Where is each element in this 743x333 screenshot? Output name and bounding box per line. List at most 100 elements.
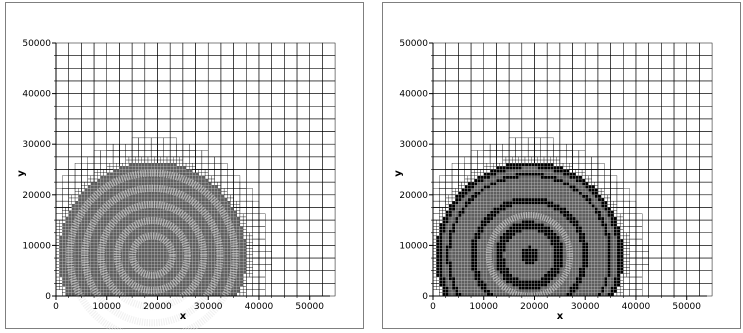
- coarse-cell: [432, 55, 446, 69]
- coarse-cell: [661, 156, 675, 170]
- fine-cell: [223, 232, 228, 237]
- fine-cell: [496, 267, 500, 271]
- fine-cell: [470, 273, 475, 278]
- fine-cell: [147, 257, 152, 262]
- fine-cell: [489, 210, 494, 214]
- fine-cell: [480, 283, 484, 287]
- fine-cell: [461, 264, 465, 268]
- fine-cell: [122, 204, 126, 208]
- fine-cell: [521, 254, 526, 259]
- fine-cell: [534, 172, 538, 176]
- fine-cell: [489, 197, 494, 202]
- fine-cell: [547, 185, 551, 189]
- coarse-cell: [686, 232, 700, 246]
- coarse-cell: [661, 257, 675, 271]
- fine-cell: [451, 280, 456, 284]
- fine-cell: [141, 194, 145, 199]
- coarse-cell: [686, 118, 700, 132]
- fine-cell: [521, 257, 526, 262]
- coarse-cell: [220, 55, 234, 69]
- fine-cell: [445, 210, 449, 214]
- medium-cell: [227, 181, 234, 189]
- fine-cell: [534, 248, 538, 252]
- fine-cell: [528, 276, 532, 281]
- fine-cell: [173, 267, 177, 271]
- fine-cell: [97, 226, 101, 230]
- coarse-cell: [246, 55, 260, 69]
- coarse-cell: [546, 80, 561, 94]
- fine-cell: [550, 245, 554, 249]
- fine-cell: [445, 223, 449, 227]
- fine-cell: [537, 197, 541, 202]
- fine-cell: [112, 204, 117, 208]
- fine-cell: [531, 280, 535, 284]
- fine-cell: [214, 210, 218, 214]
- fine-cell: [131, 235, 136, 240]
- fine-cell: [230, 207, 234, 211]
- fine-cell: [515, 235, 519, 240]
- fine-cell: [543, 261, 548, 265]
- fine-cell: [528, 235, 532, 240]
- fine-cell: [474, 197, 478, 202]
- fine-cell: [116, 283, 120, 287]
- fine-cell: [486, 172, 491, 176]
- fine-cell: [201, 175, 206, 180]
- fine-cell: [470, 286, 475, 290]
- coarse-cell: [559, 68, 573, 82]
- fine-cell: [223, 238, 228, 243]
- coarse-cell: [597, 68, 611, 82]
- coarse-cell: [635, 181, 649, 196]
- fine-cell: [464, 251, 469, 256]
- fine-cell: [483, 289, 488, 293]
- coarse-cell: [597, 55, 611, 69]
- coarse-cell: [322, 42, 336, 56]
- fine-cell: [59, 264, 63, 268]
- fine-cell: [436, 257, 440, 262]
- fine-cell: [208, 238, 212, 243]
- fine-cell: [521, 270, 526, 274]
- coarse-cell: [559, 93, 573, 107]
- coarse-cell: [496, 80, 510, 94]
- fine-cell: [512, 197, 516, 202]
- coarse-cell: [106, 106, 120, 120]
- fine-cell: [455, 191, 459, 195]
- fine-cell: [249, 232, 253, 237]
- fine-cell: [154, 264, 158, 268]
- fine-cell: [550, 251, 554, 256]
- fine-cell: [157, 254, 161, 259]
- fine-cell: [170, 197, 174, 202]
- fine-cell: [512, 270, 516, 274]
- fine-cell: [144, 280, 149, 284]
- fine-cell: [518, 248, 522, 252]
- fine-cell: [116, 207, 120, 211]
- fine-cell: [464, 286, 469, 290]
- fine-cell: [543, 229, 548, 233]
- coarse-cell: [322, 219, 336, 234]
- fine-cell: [442, 216, 446, 221]
- fine-cell: [461, 276, 465, 281]
- fine-cell: [464, 283, 469, 287]
- fine-cell: [455, 273, 459, 278]
- fine-cell: [515, 248, 519, 252]
- fine-cell: [467, 261, 472, 265]
- fine-cell: [125, 156, 130, 161]
- fine-cell: [442, 280, 446, 284]
- fine-cell: [474, 273, 478, 278]
- ring-band: [81, 184, 224, 327]
- fine-cell: [439, 245, 443, 249]
- fine-cell: [109, 172, 114, 176]
- coarse-cell: [584, 131, 599, 145]
- fine-cell: [160, 178, 164, 183]
- fine-cell: [505, 201, 510, 205]
- fine-cell: [534, 166, 538, 170]
- fine-cell: [116, 280, 120, 284]
- coarse-cell: [686, 80, 700, 94]
- fine-cell: [477, 191, 481, 195]
- coarse-cell: [93, 106, 107, 120]
- fine-cell: [486, 188, 491, 192]
- coarse-cell: [470, 42, 484, 56]
- fine-cell: [100, 194, 104, 199]
- fine-cell: [239, 248, 244, 252]
- fine-cell: [100, 226, 104, 230]
- fine-cell: [242, 251, 247, 256]
